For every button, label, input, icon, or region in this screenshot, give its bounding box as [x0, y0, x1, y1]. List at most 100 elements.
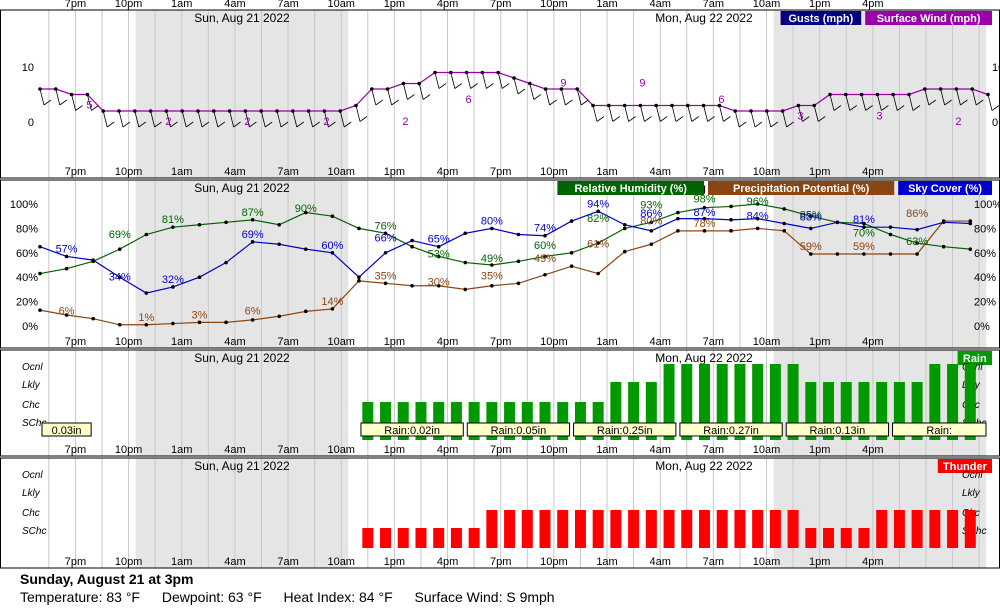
- precip-point: [702, 229, 707, 233]
- precip-data-label: 86%: [906, 208, 928, 220]
- rain-bar: [947, 364, 959, 440]
- x-tick-label: 1pm: [809, 444, 830, 456]
- precip-point: [569, 264, 574, 269]
- wind-barb-flag: [43, 99, 52, 106]
- x-tick-label: 1am: [171, 166, 192, 178]
- wind-barb: [403, 83, 408, 100]
- precip-point: [862, 252, 866, 256]
- x-tick-label: 10pm: [540, 444, 568, 456]
- wind-barb-flag: [454, 83, 463, 89]
- x-tick-label: 4pm: [437, 166, 458, 178]
- hourly-weather-graph: Sun, Aug 21 2022 Mon, Aug 22 2022 7pm 10pm 1…: [0, 0, 1000, 569]
- humidity-point: [250, 218, 255, 222]
- x-tick-label: 1am: [171, 336, 192, 348]
- wind-barb-flag: [517, 88, 526, 95]
- x-tick-label: 7pm: [490, 166, 511, 178]
- sky-cover-legend-label: Sky Cover (%): [908, 183, 982, 195]
- panel-4: Sun, Aug 21 2022 Mon, Aug 22 2022 7pm 10pm 1…: [0, 457, 1000, 569]
- sky-cover-point: [64, 254, 69, 259]
- night-shade: [135, 458, 349, 568]
- humidity-data-label: 90%: [295, 203, 317, 215]
- sky-cover-data-label: 83%: [800, 212, 822, 224]
- wind-barb-flag: [991, 105, 1000, 111]
- sky-cover-point: [410, 238, 414, 243]
- wind-barb-flag: [407, 94, 415, 100]
- x-tick-label: 10am: [327, 166, 355, 178]
- sky-cover-point: [463, 231, 468, 236]
- sky-cover-point: [516, 232, 521, 237]
- x-tick-label: 7pm: [65, 556, 86, 568]
- humidity-data-label: 49%: [481, 253, 503, 265]
- sky-cover-point: [224, 260, 228, 265]
- wind-barb-flag: [849, 105, 858, 111]
- wind-barb-flag: [106, 121, 115, 128]
- humidity-line: [39, 203, 971, 275]
- x-tick-label: 1pm: [384, 166, 405, 178]
- rain-bar: [521, 402, 533, 440]
- thunder-bar: [663, 510, 675, 548]
- rain-bar: [840, 382, 852, 440]
- x-tick-label: 1am: [596, 336, 617, 348]
- wind-barb: [766, 110, 772, 128]
- humidity-point: [596, 241, 600, 245]
- x-tick-label-top: 7pm: [490, 0, 511, 10]
- humidity-point: [516, 259, 521, 264]
- sky-cover-point: [330, 251, 335, 255]
- wind-barb-flag: [928, 99, 937, 106]
- thunder-bar: [893, 510, 905, 548]
- rain-level-label: Lkly: [22, 380, 41, 391]
- wind-barb: [956, 88, 961, 106]
- wind-barb-flag: [422, 94, 431, 100]
- rain-bar: [415, 402, 427, 440]
- thunder-bar: [628, 510, 640, 548]
- thunder-bar: [698, 510, 710, 548]
- thunder-bar: [415, 528, 427, 548]
- x-tick-label: 4pm: [862, 336, 883, 348]
- rain-amount-label: Rain:0.27in: [703, 425, 759, 437]
- wind-barb-flag: [817, 116, 826, 122]
- rain-amount-label: Rain:0.02in: [384, 425, 440, 437]
- wind-barb-flag: [786, 121, 794, 128]
- sky-cover-point: [91, 258, 95, 262]
- wind-barb: [892, 94, 898, 111]
- thunder-level-label: Ocnl: [22, 470, 43, 481]
- wind-barb: [71, 94, 76, 111]
- rain-amount-label: Rain:0.25in: [597, 425, 653, 437]
- humidity-data-label: 96%: [747, 196, 769, 208]
- y-tick-label-right: 20%: [974, 297, 996, 309]
- precip-point: [38, 308, 42, 312]
- y-tick-label-right: 0: [992, 117, 998, 129]
- humidity-data-label: 63%: [906, 236, 928, 248]
- sky-cover-point: [676, 216, 680, 221]
- sky-cover-point: [649, 229, 654, 233]
- x-tick-label: 10pm: [540, 166, 568, 178]
- rain-bar: [893, 382, 905, 440]
- humidity-point: [224, 220, 228, 225]
- x-tick-label: 1pm: [809, 556, 830, 568]
- sky-cover-data-label: 86%: [640, 208, 662, 220]
- thunder-bar: [486, 510, 498, 548]
- wind-barb-flag: [865, 105, 873, 111]
- x-tick-label-top: 1am: [596, 0, 617, 10]
- rain-amount-box: [679, 422, 783, 437]
- x-tick-label-top: 7am: [277, 0, 298, 10]
- info-heat-index: Heat Index: 84 °F: [283, 589, 393, 605]
- wind-barb: [655, 105, 661, 122]
- rain-level-label: Chc: [22, 400, 40, 411]
- grid: [48, 180, 980, 348]
- wind-barb: [734, 110, 740, 128]
- humidity-point: [117, 247, 122, 251]
- y-tick-label-right: 10: [992, 62, 1000, 74]
- x-tick-label: 7pm: [490, 336, 511, 348]
- sky-cover-point: [171, 285, 175, 289]
- thunder-bar: [911, 510, 923, 548]
- rain-bar: [574, 402, 586, 440]
- wind-barb: [750, 110, 756, 128]
- night-shade: [135, 180, 349, 348]
- precip-point: [543, 272, 547, 277]
- precip-data-label: 49%: [534, 253, 556, 265]
- wind-barb: [355, 105, 361, 122]
- sky-cover-point: [729, 218, 733, 222]
- rain-level-label: Ocnl: [22, 362, 43, 373]
- date-label-day1: Sun, Aug 21 2022: [194, 351, 290, 365]
